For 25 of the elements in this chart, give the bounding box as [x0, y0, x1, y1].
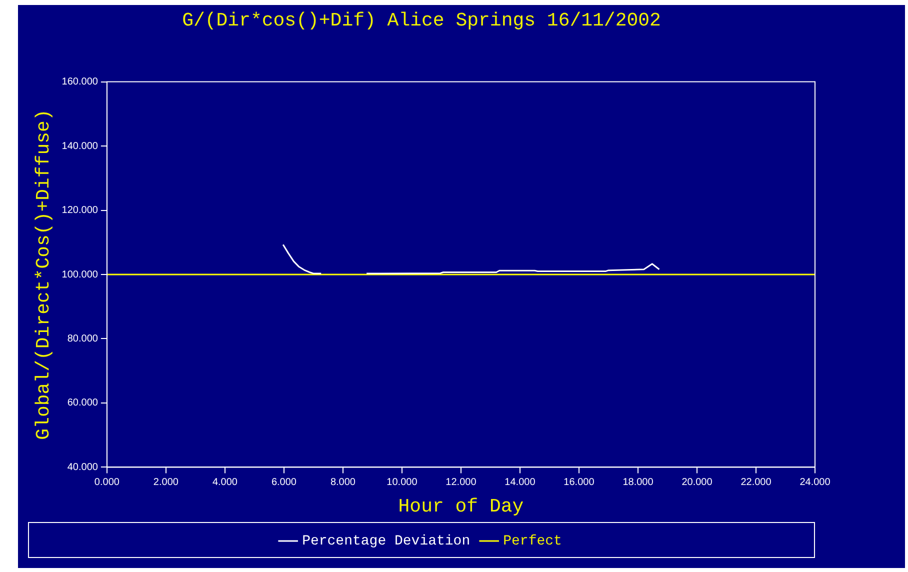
y-tick-label: 160.000 [62, 76, 98, 88]
x-tick-label: 10.000 [386, 476, 418, 488]
x-axis-title: Hour of Day [398, 496, 524, 518]
x-tick-label: 2.000 [153, 476, 179, 488]
x-tick-label: 12.000 [446, 476, 477, 488]
x-tick-label: 14.000 [504, 476, 536, 488]
chart-title: G/(Dir*cos()+Dif) Alice Springs 16/11/2002 [182, 9, 661, 32]
y-tick-label: 80.000 [67, 333, 98, 344]
x-tick-label: 16.000 [564, 476, 595, 488]
x-tick-label: 24.000 [800, 476, 831, 488]
y-tick-label: 100.000 [62, 269, 98, 280]
y-tick-label: 60.000 [67, 398, 98, 409]
x-tick-label: 22.000 [740, 476, 772, 488]
x-tick-label: 8.000 [330, 476, 356, 488]
y-axis-title: Global/(Direct*Cos()+Diffuse) [32, 109, 54, 440]
y-tick-label: 40.000 [67, 462, 98, 473]
x-tick-label: 18.000 [622, 476, 654, 488]
x-tick-label: 20.000 [682, 476, 713, 488]
y-tick-label: 140.000 [62, 140, 98, 152]
x-tick-label: 6.000 [271, 476, 297, 488]
x-tick-label: 0.000 [94, 476, 120, 488]
y-tick-label: 120.000 [62, 205, 98, 216]
x-tick-label: 4.000 [212, 476, 238, 488]
legend-label: Perfect [503, 534, 562, 550]
legend-label: Percentage Deviation [302, 534, 470, 550]
